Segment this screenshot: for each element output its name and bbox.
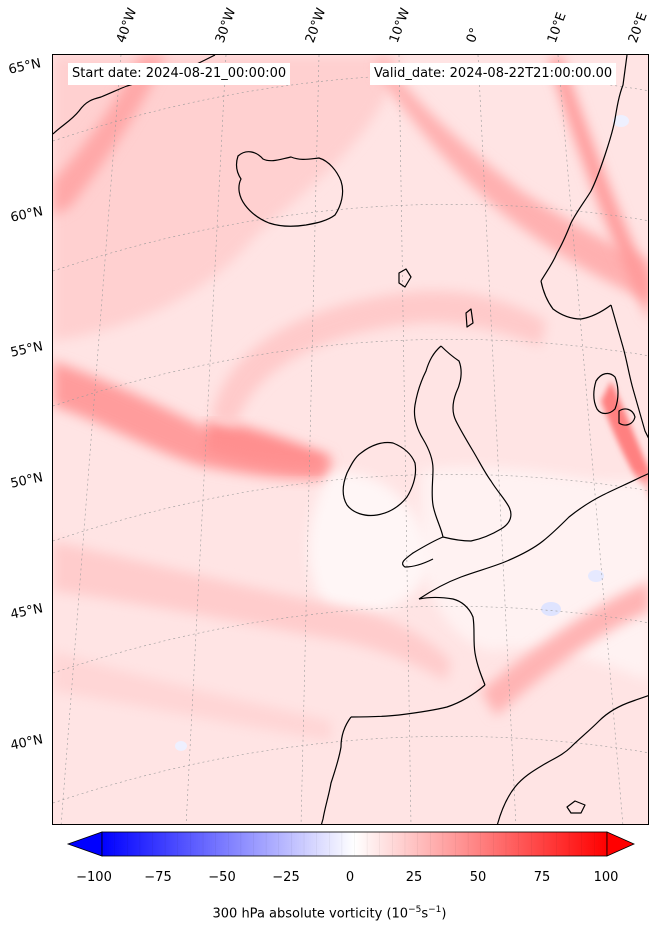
coast-faroe: [398, 268, 412, 288]
start-date-label: Start date: 2024-08-21_00:00:00: [68, 63, 291, 85]
colorbar-label-end: ): [441, 906, 447, 922]
coast-sardinia: [566, 800, 586, 814]
lat-label-60n: 60°N: [9, 204, 45, 226]
coast-england-south: [401, 536, 444, 568]
coast-brittany-channel: [418, 473, 648, 600]
coast-iberia-north: [350, 684, 486, 718]
coast-scotland-west: [413, 345, 444, 538]
field-norwegian-sea-band: [376, 55, 648, 301]
field-iberia-band: [481, 581, 648, 716]
colorbar-label-exp1: −5: [408, 905, 422, 915]
lat-label-40n: 40°N: [9, 732, 45, 754]
meridian-10e: [557, 55, 624, 824]
colorbar-body: [101, 831, 608, 857]
colorbar-extend-min: [66, 831, 103, 857]
coast-shetland: [465, 308, 474, 328]
coast-iberia-east: [496, 695, 648, 824]
colorbar-extend-max: [606, 831, 635, 857]
field-scandinavia-streak: [549, 55, 648, 317]
colorbar-tick-minus-75: −75: [144, 870, 172, 885]
field-negative-patch-4: [613, 115, 629, 127]
colorbar-tick-minus-25: −25: [272, 870, 300, 885]
meridian-0: [477, 55, 517, 824]
colorbar: [66, 831, 635, 857]
field-negative-patch-2: [588, 570, 604, 582]
colorbar-steps: [114, 832, 595, 856]
lon-label-20e: 20°E: [625, 10, 651, 46]
lat-label-65n: 65°N: [7, 56, 43, 78]
parallel-45n: [53, 474, 648, 542]
meridian-30w: [185, 55, 227, 824]
meridian-10w: [398, 55, 412, 824]
lat-label-55n: 55°N: [9, 339, 45, 361]
colorbar-tick-0: 0: [345, 870, 355, 885]
field-south-west-band: [53, 651, 331, 741]
colorbar-label-text: 300 hPa absolute vorticity (10: [212, 906, 409, 922]
coast-sweden: [610, 304, 648, 439]
lon-label-20w: 20°W: [302, 6, 330, 45]
colorbar-tick-100: 100: [593, 870, 619, 885]
coast-norway-south: [540, 280, 612, 320]
colorbar-tick-minus-50: −50: [208, 870, 236, 885]
colorbar-tick-50: 50: [469, 870, 487, 885]
parallel-40n: [53, 606, 648, 674]
meridian-20w: [300, 55, 320, 824]
field-jet-core-west: [206, 421, 331, 471]
vorticity-field-map: [53, 55, 648, 824]
field-mid-arc: [211, 290, 546, 426]
colorbar-label-mid: s: [421, 906, 429, 922]
meridian-40w: [60, 55, 122, 824]
coast-norway: [540, 55, 628, 282]
valid-date-label: Valid_date: 2024-08-22T21:00:00.00: [370, 63, 617, 85]
coast-iberia-west: [320, 716, 352, 824]
field-biscay-weak: [308, 471, 431, 614]
coast-denmark-islands: [618, 408, 636, 426]
map-panel: [52, 54, 649, 825]
parallel-35n: [53, 736, 648, 804]
colorbar-tick-75: 75: [533, 870, 551, 885]
parallel-55n: [53, 204, 648, 272]
coast-iceland: [235, 151, 344, 227]
coast-france-biscay: [418, 596, 486, 686]
field-negative-patch-1: [541, 602, 561, 616]
field-north-west-band: [53, 55, 401, 341]
lon-label-0: 0°: [463, 25, 484, 45]
coast-ireland: [342, 441, 417, 517]
colorbar-tick-minus-100: −100: [76, 870, 112, 885]
graticule: [53, 55, 648, 824]
coast-denmark: [593, 372, 619, 415]
coast-scotland: [440, 345, 512, 542]
lon-label-40w: 40°W: [113, 6, 141, 45]
coastlines: [53, 55, 648, 824]
field-negative-patch-3: [175, 741, 187, 751]
colorbar-tick-25: 25: [405, 870, 423, 885]
lat-label-50n: 50°N: [9, 470, 45, 492]
colorbar-label-exp2: −1: [428, 905, 442, 915]
lon-label-30w: 30°W: [212, 6, 240, 45]
lat-label-45n: 45°N: [9, 601, 45, 623]
field-north-west-streak: [53, 55, 166, 216]
parallel-50n: [53, 339, 648, 407]
lon-label-10w: 10°W: [386, 6, 414, 45]
field-atlantic-south-band: [53, 541, 451, 681]
lon-label-10e: 10°E: [544, 10, 570, 46]
colorbar-label: 300 hPa absolute vorticity (10−5s−1): [0, 905, 659, 921]
